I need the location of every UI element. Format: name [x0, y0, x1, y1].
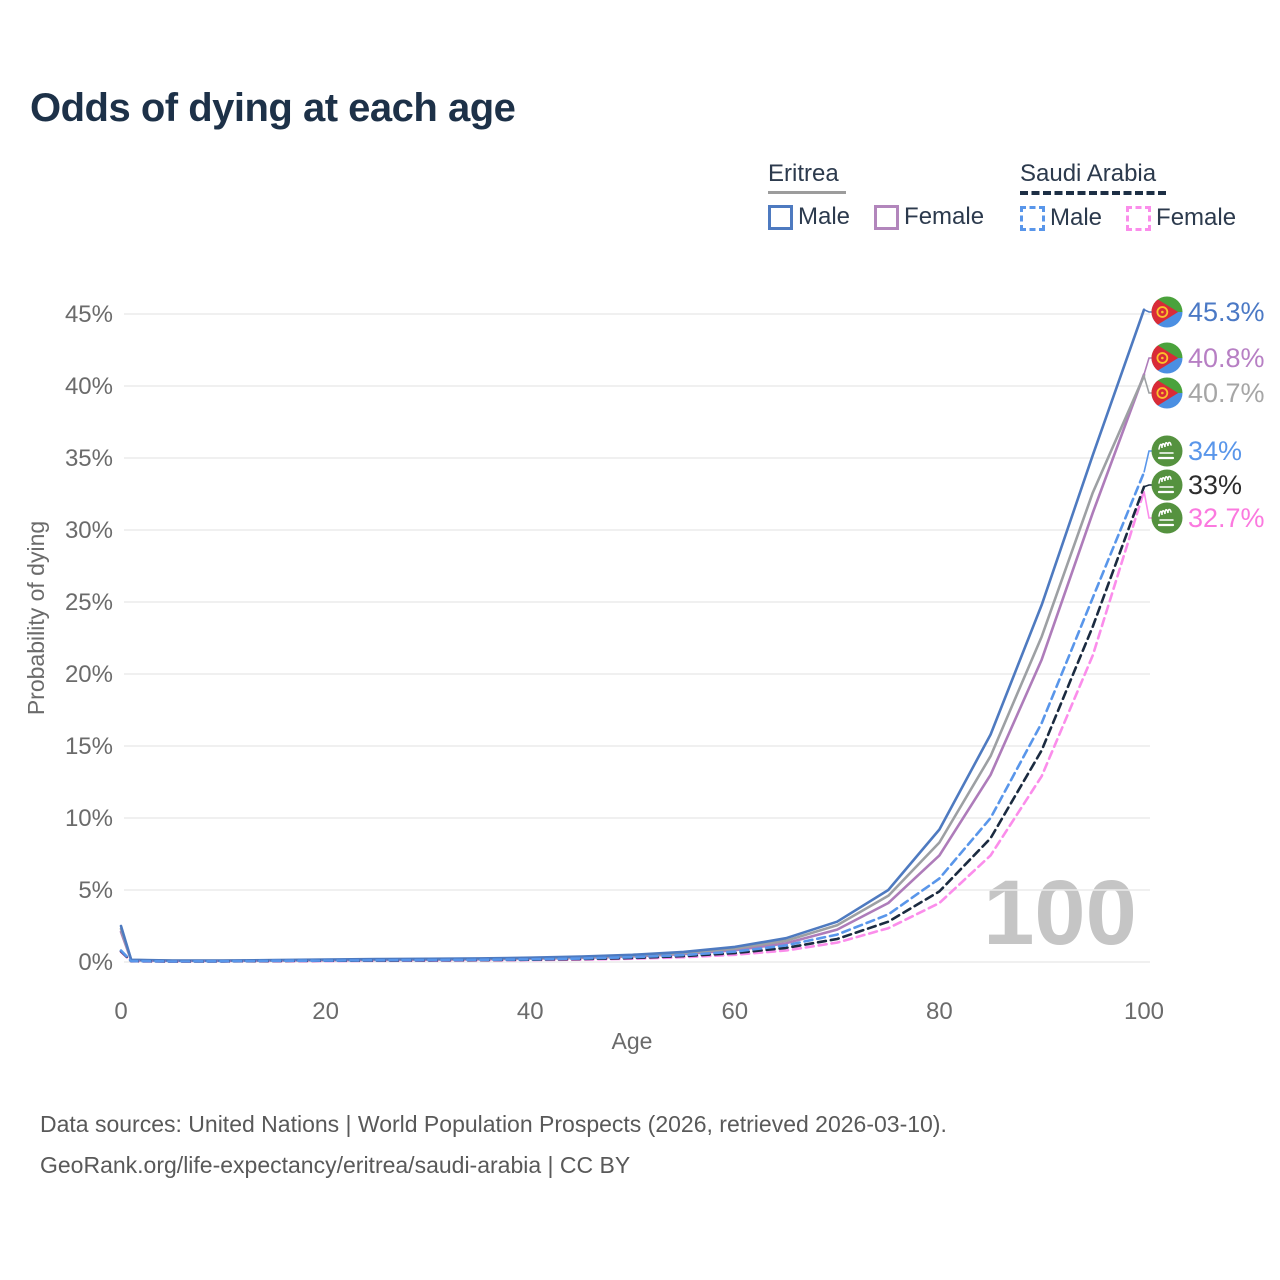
eritrea-flag-icon: [1151, 377, 1183, 409]
saudi-arabia-flag-icon: [1151, 469, 1183, 501]
y-tick-label: 35%: [65, 445, 113, 472]
end-value-label: 33%: [1188, 470, 1242, 500]
legend-item-eritrea-female[interactable]: Female: [874, 203, 984, 231]
x-tick-label: 0: [114, 998, 127, 1025]
end-callout-eritrea-male: 45.3%: [1143, 296, 1265, 328]
callout-connector: [1143, 308, 1152, 313]
legend-group-eritrea: Eritrea Male Female: [768, 160, 984, 231]
y-tick-label: 0%: [78, 949, 113, 976]
legend-item-eritrea-male[interactable]: Male: [768, 203, 850, 231]
callout-connector: [1143, 490, 1152, 519]
end-value-label: 34%: [1188, 436, 1242, 466]
saudi-arabia-flag-icon: [1151, 435, 1183, 467]
x-tick-label: 20: [312, 998, 339, 1025]
y-tick-label: 30%: [65, 517, 113, 544]
end-callout-saudi-arabia-both-sexes: 33%: [1143, 469, 1242, 501]
legend-group-saudi-arabia: Saudi Arabia Male Female: [1020, 160, 1236, 232]
legend-item-label: Male: [1050, 204, 1103, 231]
eritrea-flag-icon: [1151, 296, 1183, 328]
x-tick-label: 80: [926, 998, 953, 1025]
end-callout-eritrea-female: 40.8%: [1143, 342, 1265, 375]
y-tick-label: 5%: [78, 877, 113, 904]
x-tick-label: 40: [517, 998, 544, 1025]
y-tick-label: 40%: [65, 373, 113, 400]
eritrea-male-swatch-icon: [768, 204, 793, 230]
saudi-male-swatch-icon: [1020, 205, 1045, 231]
end-value-label: 45.3%: [1188, 297, 1265, 327]
legend-group-title-saudi-arabia[interactable]: Saudi Arabia: [1020, 160, 1157, 187]
end-value-label: 32.7%: [1188, 503, 1265, 533]
eritrea-female-swatch-icon: [874, 204, 900, 230]
eritrea-line-style-swatch: [768, 191, 846, 194]
legend-item-label: Female: [904, 203, 985, 230]
y-tick-label: 15%: [65, 733, 113, 760]
saudi-line-style-swatch: [1020, 191, 1166, 195]
x-tick-label: 100: [1124, 998, 1164, 1025]
y-tick-label: 20%: [65, 661, 113, 688]
eritrea-flag-icon: [1151, 342, 1183, 374]
y-tick-label: 45%: [65, 301, 113, 328]
legend-group-title-eritrea[interactable]: Eritrea: [768, 160, 839, 187]
y-tick-label: 25%: [65, 589, 113, 616]
legend-item-saudi-male[interactable]: Male: [1020, 204, 1102, 232]
saudi-female-swatch-icon: [1126, 205, 1152, 231]
saudi-arabia-flag-icon: [1151, 502, 1183, 534]
end-value-label: 40.7%: [1188, 378, 1265, 408]
page-title: Odds of dying at each age: [30, 86, 516, 130]
watermark-age-100: 100: [983, 862, 1137, 964]
y-tick-label: 10%: [65, 805, 113, 832]
series-line-saudi-arabia-male[interactable]: [119, 471, 1146, 963]
end-callout-eritrea-both-sexes: 40.7%: [1143, 375, 1265, 409]
callout-connector: [1143, 357, 1152, 375]
footer-data-sources: Data sources: United Nations | World Pop…: [40, 1111, 947, 1137]
callout-connector: [1143, 375, 1152, 394]
y-axis-title: Probability of dying: [23, 521, 49, 715]
x-axis-title: Age: [612, 1028, 653, 1054]
end-callout-saudi-arabia-male: 34%: [1143, 435, 1242, 473]
legend-item-saudi-female[interactable]: Female: [1126, 204, 1236, 232]
end-callout-saudi-arabia-female: 32.7%: [1143, 490, 1265, 534]
footer-attribution: GeoRank.org/life-expectancy/eritrea/saud…: [40, 1152, 631, 1178]
callout-connector: [1143, 450, 1152, 473]
end-value-label: 40.8%: [1188, 343, 1265, 373]
legend-item-label: Female: [1156, 204, 1237, 231]
callout-connector: [1143, 484, 1152, 488]
x-tick-label: 60: [721, 998, 748, 1025]
legend-item-label: Male: [798, 203, 851, 230]
footer: Data sources: United Nations | World Pop…: [40, 1104, 947, 1186]
